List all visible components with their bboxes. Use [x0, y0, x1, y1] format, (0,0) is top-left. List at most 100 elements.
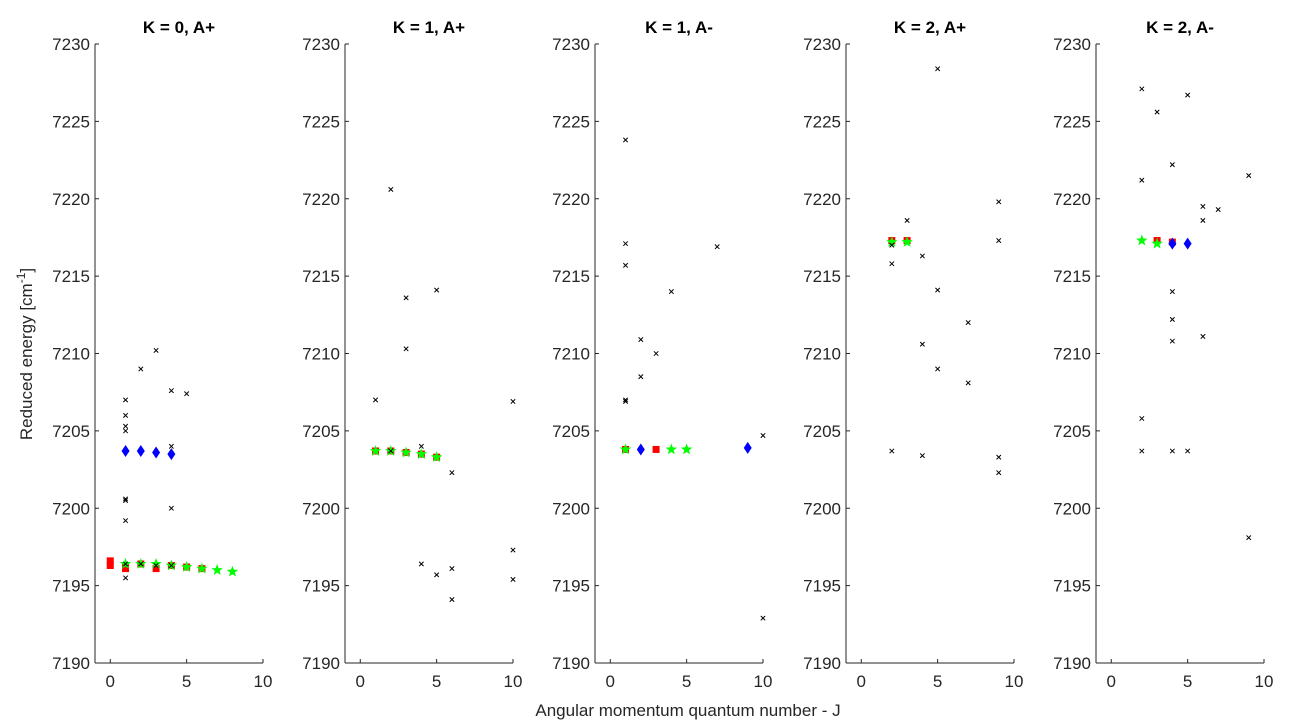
y-tick-label: 7225	[52, 112, 90, 131]
black-cross-point	[1215, 207, 1221, 213]
black-cross-point	[889, 242, 895, 248]
y-axis-label-superscript: -1	[14, 272, 28, 283]
black-cross-point	[138, 561, 144, 567]
y-tick-label: 7205	[552, 422, 590, 441]
green-star-point	[400, 446, 412, 458]
y-tick-label: 7200	[803, 499, 841, 518]
x-tick-label: 5	[1183, 672, 1192, 691]
black-cross-point	[168, 562, 174, 569]
y-tick-label: 7205	[1053, 422, 1091, 441]
black-cross-point	[760, 615, 766, 621]
black-cross-point	[434, 572, 440, 578]
y-tick-label: 7200	[1053, 499, 1091, 518]
green-star-point	[211, 564, 223, 575]
green-star-point	[150, 557, 162, 569]
panel-4: K = 2, A+ 7190 7195 7200 7205 7210 7215 7220 722…	[803, 18, 1023, 691]
y-tick-label: 7215	[52, 267, 90, 286]
red-square-point	[122, 565, 130, 573]
x-tick-label: 5	[182, 672, 191, 691]
x-tick-label: 0	[356, 672, 365, 691]
green-star-point	[196, 562, 208, 574]
green-star-point	[430, 451, 443, 463]
blue-diamond-point	[121, 444, 130, 457]
green-star-point	[1151, 237, 1163, 249]
black-cross-point	[622, 241, 629, 247]
y-tick-label: 7210	[302, 345, 340, 364]
y-tick-label: 7195	[302, 577, 340, 596]
y-tick-label: 7205	[803, 422, 841, 441]
blue-diamond-point	[152, 446, 161, 459]
red-square-point	[652, 445, 660, 453]
y-axis-label-end: ]	[17, 268, 36, 273]
x-tick-label: 5	[432, 672, 441, 691]
y-axis-label: Reduced energy [cm-1]	[14, 268, 36, 440]
blue-diamond-point	[136, 444, 145, 457]
panel-5: K = 2, A- 7190 7195 7200 7205 7210 7215 7220 722…	[1053, 18, 1273, 691]
black-cross-point	[388, 186, 394, 193]
y-tick-label: 7225	[1053, 112, 1091, 131]
black-cross-point	[1139, 177, 1145, 183]
y-axis-label-main: Reduced energy [cm	[17, 283, 36, 440]
panel-1: K = 0, A+ 7190 7195 7200 7205 7210 7215 7220 722…	[52, 18, 272, 691]
y-tick-label: 7210	[552, 345, 590, 364]
black-cross-point	[889, 261, 895, 267]
y-tick-label: 7190	[1053, 654, 1091, 673]
black-cross-point	[1169, 289, 1175, 295]
black-cross-point	[449, 596, 455, 603]
black-cross-point	[122, 423, 129, 429]
y-tick-label: 7230	[1053, 35, 1091, 54]
y-tick-label: 7230	[803, 35, 841, 54]
black-cross-point	[622, 137, 629, 143]
black-cross-point	[510, 547, 516, 553]
black-cross-point	[1169, 448, 1175, 454]
green-star-point	[1136, 234, 1148, 246]
red-square-point	[106, 562, 114, 570]
black-cross-point	[122, 397, 129, 403]
black-cross-point	[919, 341, 925, 347]
black-cross-point	[184, 391, 190, 397]
blue-diamond-point	[1183, 237, 1192, 250]
black-cross-point	[1200, 203, 1206, 210]
black-cross-point	[965, 319, 971, 326]
panel-3: K = 1, A- 7190 7195 7200 7205 7210 7215 7220 722…	[552, 18, 772, 691]
y-tick-label: 7210	[52, 345, 90, 364]
black-cross-point	[638, 374, 644, 380]
black-cross-point	[935, 287, 941, 293]
black-cross-point	[935, 366, 941, 372]
black-cross-point	[919, 453, 925, 459]
y-tick-label: 7220	[552, 190, 590, 209]
green-star-point	[180, 561, 193, 572]
black-cross-point	[510, 576, 516, 582]
x-tick-label: 5	[682, 672, 691, 691]
panels: K = 0, A+ 7190 7195 7200 7205 7210 7215 7220 722…	[52, 18, 1273, 691]
y-tick-label: 7205	[52, 422, 90, 441]
x-tick-label: 10	[504, 672, 523, 691]
panel-2: K = 1, A+ 7190 7195 7200 7205 7210 7215 7220 722…	[302, 18, 522, 691]
y-tick-label: 7190	[302, 654, 340, 673]
y-tick-label: 7215	[1053, 267, 1091, 286]
black-cross-point	[1169, 338, 1175, 344]
panel-title: K = 2, A+	[894, 18, 966, 37]
x-tick-label: 10	[1005, 672, 1024, 691]
black-cross-point	[996, 470, 1002, 476]
black-cross-point	[714, 244, 720, 250]
green-star-point	[415, 448, 428, 459]
green-star-point	[901, 236, 913, 247]
black-cross-point	[168, 443, 174, 449]
black-cross-point	[122, 561, 129, 567]
black-cross-point	[388, 448, 394, 454]
black-cross-point	[996, 237, 1002, 244]
y-tick-label: 7215	[302, 267, 340, 286]
y-tick-label: 7215	[803, 267, 841, 286]
black-cross-point	[122, 497, 129, 504]
black-cross-point	[1169, 316, 1175, 323]
x-tick-label: 0	[606, 672, 615, 691]
black-cross-point	[889, 448, 895, 454]
black-cross-point	[122, 575, 129, 581]
black-cross-point	[1139, 415, 1145, 422]
black-cross-point	[965, 380, 971, 386]
black-cross-point	[1185, 92, 1191, 98]
y-tick-label: 7230	[302, 35, 340, 54]
y-tick-label: 7230	[552, 35, 590, 54]
y-tick-label: 7225	[803, 112, 841, 131]
